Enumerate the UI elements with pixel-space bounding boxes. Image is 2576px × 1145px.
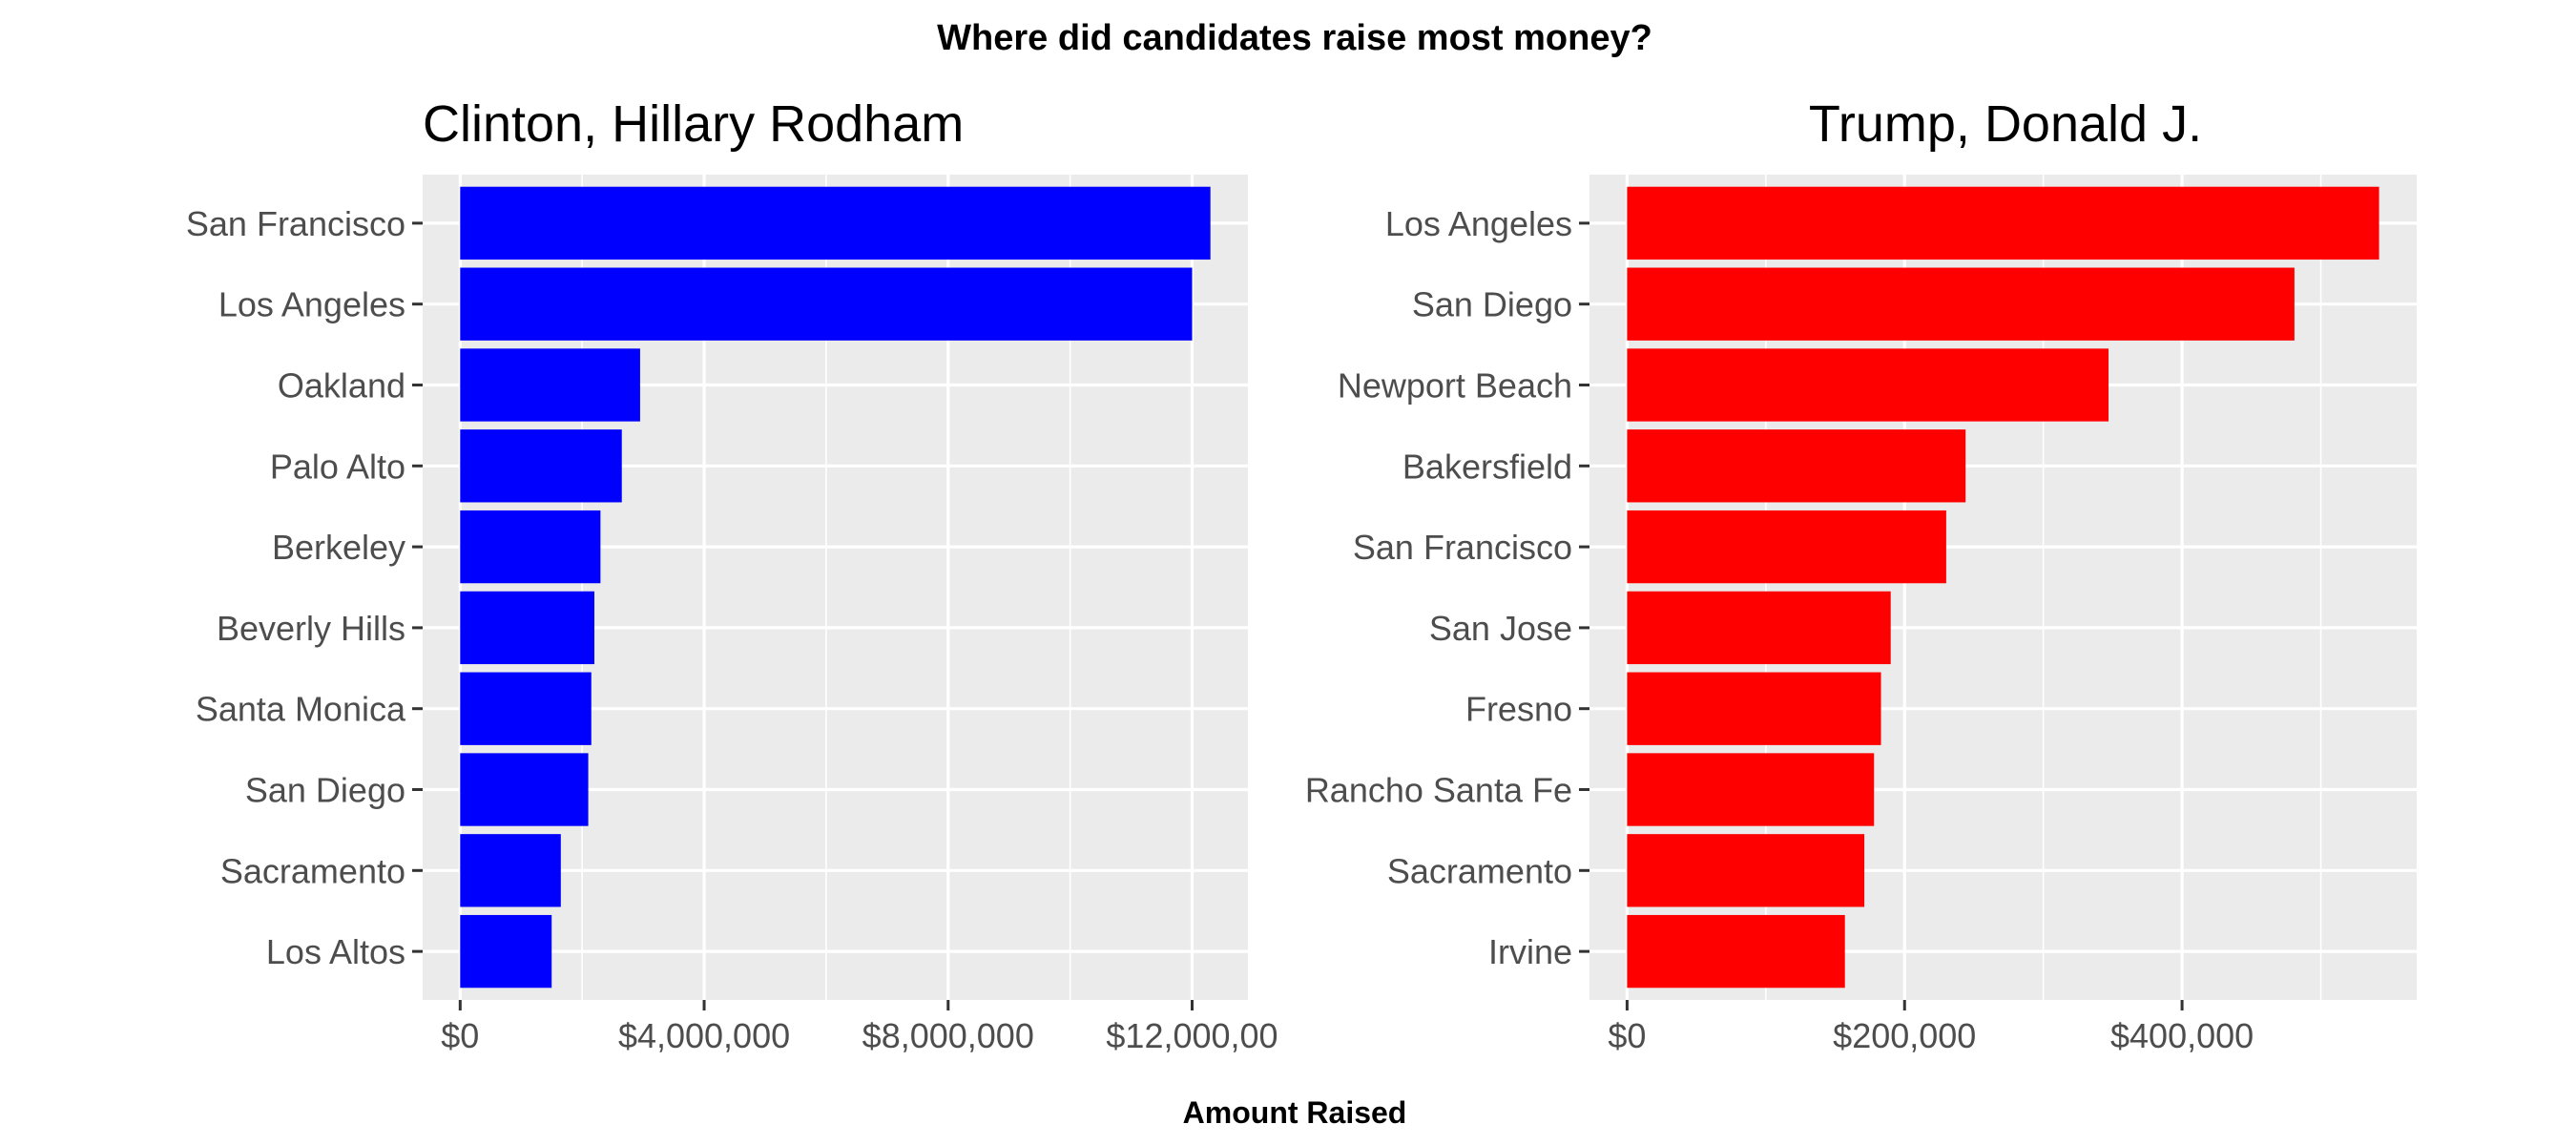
y-tick-label: Sacramento (220, 851, 405, 890)
x-axis-label: Amount Raised (1183, 1095, 1407, 1130)
bar-trump-san-diego (1627, 267, 2295, 341)
y-tick-label: Palo Alto (270, 447, 405, 486)
y-tick-label: Los Altos (266, 932, 405, 971)
bar-trump-sacramento (1627, 834, 1865, 907)
y-tick-label: Fresno (1465, 690, 1572, 729)
panel-title-trump: Trump, Donald J. (1809, 95, 2202, 153)
y-tick-label: San Jose (1429, 609, 1572, 648)
panel-title-clinton: Clinton, Hillary Rodham (423, 95, 964, 153)
bar-trump-san-francisco (1627, 510, 1946, 584)
bar-trump-rancho-santa-fe (1627, 753, 1875, 826)
bar-clinton-berkeley (460, 510, 601, 584)
x-tick-label: $4,000,000 (618, 1016, 790, 1055)
x-tick-label: $0 (1608, 1016, 1646, 1055)
panel-clinton: Clinton, Hillary Rodham San Francisco Los… (186, 95, 1278, 1055)
y-tick-label: Los Angeles (1385, 204, 1572, 243)
bar-clinton-san-francisco (460, 186, 1211, 260)
bar-trump-fresno (1627, 672, 1881, 745)
y-tick-label: Santa Monica (196, 690, 406, 729)
bar-clinton-oakland (460, 348, 640, 422)
bar-clinton-palo-alto (460, 429, 622, 503)
bar-trump-newport-beach (1627, 348, 2109, 422)
y-tick-label: Berkeley (272, 528, 405, 567)
y-tick-label: Beverly Hills (217, 609, 405, 648)
y-tick-label: San Diego (245, 771, 405, 810)
bar-clinton-beverly-hills (460, 591, 594, 665)
bar-clinton-los-angeles (460, 267, 1193, 341)
x-tick-label: $200,000 (1833, 1016, 1976, 1055)
bar-clinton-los-altos (460, 914, 552, 989)
bar-clinton-sacramento (460, 834, 561, 907)
panel-trump: Trump, Donald J. Los Angeles San Diego New… (1305, 95, 2417, 1055)
bar-clinton-santa-monica (460, 672, 592, 745)
y-tick-label: Rancho Santa Fe (1305, 771, 1572, 810)
y-tick-label: Bakersfield (1402, 447, 1572, 486)
bar-trump-bakersfield (1627, 429, 1966, 503)
x-tick-label: $0 (441, 1016, 479, 1055)
y-tick-label: Newport Beach (1338, 365, 1572, 405)
y-tick-label: Oakland (278, 365, 405, 405)
bar-clinton-san-diego (460, 753, 589, 826)
x-tick-label: $12,000,00 (1106, 1016, 1278, 1055)
y-tick-label: San Francisco (1353, 528, 1572, 567)
bar-trump-irvine (1627, 914, 1845, 989)
bar-trump-san-jose (1627, 591, 1891, 665)
y-tick-label: Sacramento (1387, 851, 1572, 890)
y-tick-label: San Francisco (186, 204, 405, 243)
x-tick-label: $8,000,000 (862, 1016, 1034, 1055)
chart-title: Where did candidates raise most money? (937, 18, 1652, 58)
bar-trump-los-angeles (1627, 186, 2379, 260)
x-tick-label: $400,000 (2110, 1016, 2254, 1055)
y-tick-label: San Diego (1412, 285, 1572, 324)
y-tick-label: Irvine (1488, 932, 1572, 971)
y-tick-label: Los Angeles (218, 285, 405, 324)
